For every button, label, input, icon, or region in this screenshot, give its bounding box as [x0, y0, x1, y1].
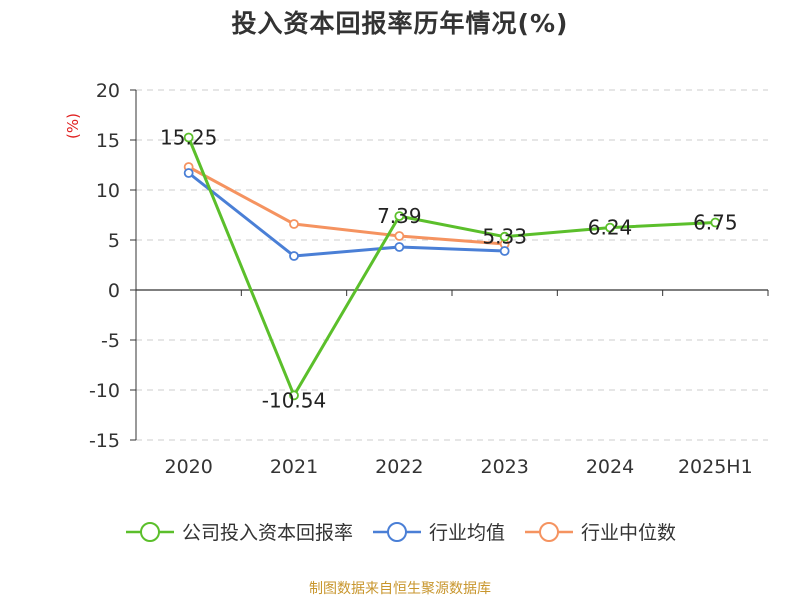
data-point[interactable]: [394, 231, 405, 241]
series-lines: [183, 132, 721, 401]
legend-marker-industry-avg: [372, 521, 421, 542]
legend-label-industry-avg: 行业均值: [428, 522, 505, 544]
x-tick-labels: 2020 2021 2022 2023 2024 2025H1: [164, 456, 752, 478]
x-tick-label: 2024: [586, 456, 634, 478]
axes: [130, 89, 769, 441]
data-label: 7.39: [377, 204, 422, 228]
data-label: 6.24: [588, 216, 633, 240]
y-tick-label: 15: [96, 130, 120, 152]
y-tick-label: -5: [101, 330, 120, 352]
legend-label-company: 公司投入资本回报率: [181, 522, 353, 544]
source-note: 制图数据来自恒生聚源数据库: [309, 581, 491, 597]
data-point[interactable]: [605, 222, 615, 233]
x-tick-label: 2025H1: [678, 456, 753, 478]
data-label: 15.25: [160, 126, 217, 150]
data-point[interactable]: [499, 231, 510, 242]
data-point[interactable]: [710, 217, 721, 228]
x-tick-label: 2021: [270, 456, 318, 478]
data-label: -10.54: [262, 388, 326, 412]
y-tick-label: 5: [108, 230, 120, 252]
legend-item-industry-median[interactable]: 行业中位数: [523, 518, 676, 545]
data-point[interactable]: [394, 211, 405, 222]
x-tick-label: 2023: [480, 456, 528, 478]
data-point[interactable]: [289, 390, 299, 401]
data-label: 6.75: [693, 211, 738, 235]
data-point[interactable]: [183, 132, 194, 143]
legend-label-industry-median: 行业中位数: [581, 522, 677, 544]
data-point[interactable]: [289, 219, 299, 229]
data-point[interactable]: [289, 251, 299, 261]
data-point[interactable]: [394, 242, 405, 252]
y-tick-label: -15: [89, 430, 120, 452]
y-tick-labels: 20 15 10 5 0 -5 -10 -15: [89, 80, 120, 452]
y-tick-label: 20: [96, 80, 120, 102]
legend-item-industry-avg[interactable]: 行业均值: [371, 518, 505, 545]
y-axis-unit-label: (%): [64, 113, 82, 139]
x-tick-label: 2020: [164, 456, 212, 478]
legend-marker-industry-median: [525, 521, 573, 542]
x-tick-label: 2022: [375, 456, 423, 478]
legend: 公司投入资本回报率 行业均值 行业中位数: [0, 518, 800, 545]
grid-lines: [136, 89, 768, 441]
data-labels: 15.25 -10.54 7.39 5.33 6.24 6.75: [160, 126, 738, 413]
data-label: 5.33: [482, 225, 527, 249]
series-line: [187, 171, 505, 258]
y-tick-label: 0: [108, 280, 120, 302]
series-line: [187, 136, 716, 397]
chart-title: 投入资本回报率历年情况(%): [231, 9, 569, 38]
series-line: [187, 165, 505, 246]
y-tick-label: 10: [96, 180, 120, 202]
data-point[interactable]: [499, 246, 510, 256]
legend-marker-company: [125, 521, 174, 542]
data-point[interactable]: [183, 168, 194, 178]
y-tick-label: -10: [89, 380, 120, 402]
legend-item-company[interactable]: 公司投入资本回报率: [124, 518, 353, 545]
